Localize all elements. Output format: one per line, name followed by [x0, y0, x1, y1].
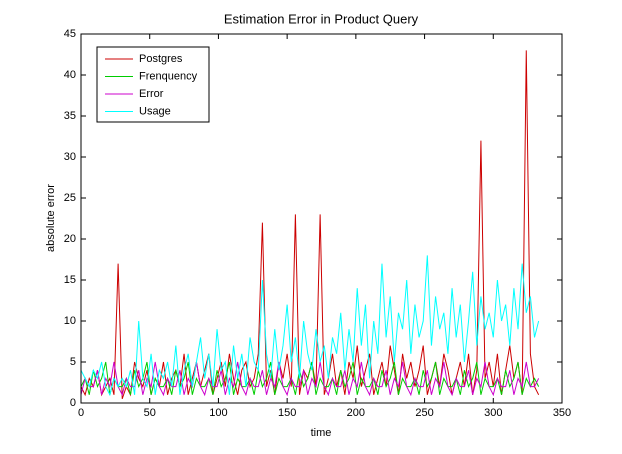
- y-tick-label: 15: [64, 274, 76, 286]
- y-tick-label: 5: [70, 356, 76, 368]
- y-tick-label: 20: [64, 233, 76, 245]
- y-tick-label: 0: [70, 397, 76, 409]
- x-tick-label: 300: [484, 407, 502, 419]
- y-tick-label: 40: [64, 69, 76, 81]
- x-tick-label: 0: [78, 407, 84, 419]
- x-tick-label: 350: [553, 407, 571, 419]
- y-tick-label: 45: [64, 28, 76, 40]
- y-tick-label: 30: [64, 151, 76, 163]
- y-tick-label: 35: [64, 110, 76, 122]
- series-line: [80, 361, 540, 397]
- chart-title: Estimation Error in Product Query: [224, 11, 419, 26]
- plot-frame: [80, 33, 563, 404]
- x-tick-label: 150: [278, 407, 296, 419]
- series-line: [80, 255, 540, 397]
- x-tick-label: 100: [209, 407, 227, 419]
- x-tick-label: 200: [347, 407, 365, 419]
- legend-label: Frenquency: [139, 70, 198, 82]
- x-tick-label: 250: [415, 407, 433, 419]
- x-tick-label: 50: [144, 407, 156, 419]
- legend-label: Postgres: [139, 53, 183, 65]
- y-axis-label: absolute error: [45, 184, 57, 252]
- y-tick-label: 10: [64, 315, 76, 327]
- x-axis-label: time: [311, 427, 332, 439]
- y-tick-label: 25: [64, 192, 76, 204]
- legend-label: Error: [139, 88, 164, 100]
- legend-label: Usage: [139, 105, 171, 117]
